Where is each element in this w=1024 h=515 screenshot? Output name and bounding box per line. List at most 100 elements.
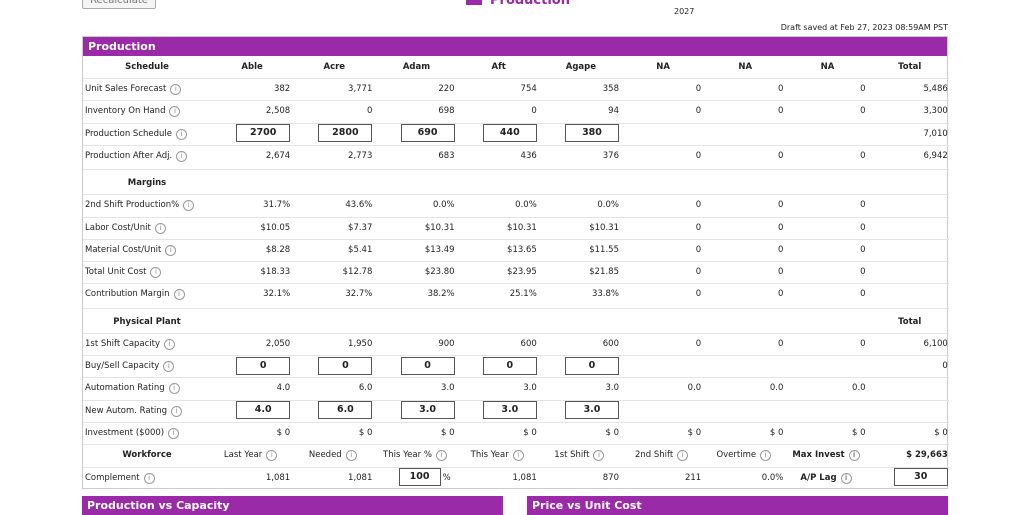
input-field[interactable]: 6.0 xyxy=(318,401,373,420)
recalculate-button[interactable]: Recalculate xyxy=(82,0,156,9)
row-divider xyxy=(83,238,949,240)
value: 7,010 xyxy=(923,128,948,139)
chart-header[interactable]: Price vs Unit Cost xyxy=(527,496,948,515)
value: 0 xyxy=(695,244,702,255)
value: 33.8% xyxy=(591,289,619,300)
input-field[interactable]: 440 xyxy=(482,124,537,143)
row-divider xyxy=(83,399,949,401)
chart-header[interactable]: Production vs Capacity xyxy=(82,496,503,515)
value: 900 xyxy=(438,338,455,349)
cell-wrap: 3.0 xyxy=(375,400,457,422)
input-field[interactable]: 0 xyxy=(564,356,619,375)
value: 600 xyxy=(520,338,537,349)
cell-wrap: Last Year xyxy=(211,444,293,466)
value: $12.78 xyxy=(342,267,373,278)
value: 31.7% xyxy=(263,200,291,211)
value: $7.37 xyxy=(348,222,373,233)
cell-wrap: 3.0 xyxy=(540,400,622,422)
value: 1,081 xyxy=(348,472,373,483)
value: 0.0% xyxy=(761,472,784,483)
value: 0 xyxy=(860,244,866,255)
input-field[interactable]: 2800 xyxy=(318,124,373,143)
value: $23.80 xyxy=(424,267,455,278)
value: 0 xyxy=(860,267,866,278)
value: 0 xyxy=(777,200,784,211)
field-label: This Year % xyxy=(383,450,447,460)
value: 32.7% xyxy=(345,289,373,300)
value: 0 xyxy=(695,150,702,161)
cell-wrap: 3.0 xyxy=(458,400,540,422)
value: $5.41 xyxy=(348,244,373,255)
column-header: Total xyxy=(898,62,922,72)
value: 1,081 xyxy=(512,472,537,483)
section-heading: Margins xyxy=(127,178,167,189)
value: 0 xyxy=(531,106,537,117)
separator xyxy=(83,307,949,309)
value: $ 0 xyxy=(769,427,784,438)
column-header: NA xyxy=(738,62,753,72)
row-divider xyxy=(83,261,949,263)
row-label: Inventory On Hand xyxy=(85,100,213,122)
row-label: Investment ($000) xyxy=(85,422,213,444)
input-field[interactable]: 380 xyxy=(564,124,619,143)
value: 0 xyxy=(777,150,784,161)
input-field[interactable]: 3.0 xyxy=(564,401,619,420)
input-field[interactable]: 30 xyxy=(893,468,948,486)
cell-wrap: 2700 xyxy=(211,123,293,145)
value: 3.0 xyxy=(605,383,619,394)
input-field[interactable]: 0 xyxy=(236,356,291,375)
row-label: Production After Adj. xyxy=(85,145,213,167)
panel-title: Production xyxy=(83,37,947,56)
value: $ 0 xyxy=(276,427,291,438)
cell-wrap: 100% xyxy=(375,467,457,489)
cell-wrap: This Year % xyxy=(375,444,457,466)
value: 0 xyxy=(860,150,866,161)
input-field[interactable]: 3.0 xyxy=(400,401,455,420)
input-field[interactable]: 0 xyxy=(482,356,537,375)
cell-wrap: This Year xyxy=(458,444,540,466)
input-field[interactable]: 4.0 xyxy=(236,401,291,420)
value: $8.28 xyxy=(265,244,291,255)
row-label: Material Cost/Unit xyxy=(85,239,213,261)
value: 0 xyxy=(860,84,866,94)
cell-wrap: Overtime xyxy=(704,444,786,466)
value: 0 xyxy=(860,338,866,349)
value: 211 xyxy=(684,472,702,483)
value: 0 xyxy=(695,84,702,94)
value: 0.0 xyxy=(687,383,702,394)
value: 600 xyxy=(602,338,619,349)
input-field[interactable]: 0 xyxy=(400,356,455,375)
value: 0 xyxy=(777,338,784,349)
value: 0 xyxy=(695,289,702,300)
column-header: Able xyxy=(241,62,263,72)
value: $10.05 xyxy=(260,222,291,233)
field-label: Overtime xyxy=(716,450,771,460)
input-field[interactable]: 2700 xyxy=(236,124,291,143)
cell-wrap: 2800 xyxy=(293,123,375,145)
cell-wrap: Max Invest xyxy=(786,444,868,466)
input-field[interactable]: 100 xyxy=(398,468,441,486)
row-label: Complement xyxy=(85,467,213,489)
value: 5,486 xyxy=(923,84,948,94)
input-field[interactable]: 0 xyxy=(318,356,373,375)
value: 0 xyxy=(366,106,373,117)
value: 358 xyxy=(602,84,619,94)
value: 0 xyxy=(777,84,784,94)
page-title: Production xyxy=(466,0,570,8)
value: 32.1% xyxy=(263,289,291,300)
value: 870 xyxy=(602,472,619,483)
input-field[interactable]: 3.0 xyxy=(482,401,537,420)
value: 6,100 xyxy=(923,338,948,349)
input-field[interactable]: 690 xyxy=(400,124,455,143)
value: 38.2% xyxy=(427,289,455,300)
row-label: Automation Rating xyxy=(85,377,213,399)
value: 0 xyxy=(860,200,866,211)
cell-wrap: 690 xyxy=(375,123,457,145)
value: 43.6% xyxy=(345,200,373,211)
value: 0 xyxy=(695,200,702,211)
row-divider xyxy=(83,78,949,79)
cell-wrap: 6.0 xyxy=(293,400,375,422)
column-header: Total xyxy=(898,316,922,327)
value: 0.0 xyxy=(852,383,866,394)
